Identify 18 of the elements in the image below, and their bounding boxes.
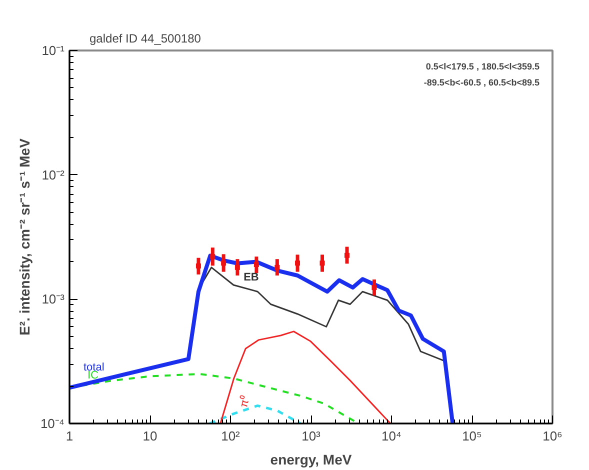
x-tick-label: 10⁵ [462,428,482,444]
y-tick-label: 10⁻¹ [42,43,66,58]
y-tick-label: 10⁻³ [42,292,66,307]
x-tick-label: 10² [221,428,241,444]
chart-title: galdef ID 44_500180 [90,32,202,46]
x-tick-label: 10⁶ [542,428,562,444]
x-axis-title: energy, MeV [270,452,352,468]
annotation: 0.5<l<179.5 , 180.5<l<359.5 [426,62,540,72]
series-label: EB [244,272,259,284]
x-tick-label: 10³ [302,428,322,444]
annotation: -89.5<b<-60.5 , 60.5<b<89.5 [424,78,540,88]
y-tick-label: 10⁻⁴ [40,416,64,431]
x-tick-label: 10 [142,428,158,444]
x-tick-label: 10⁴ [381,428,402,444]
y-tick-label: 10⁻² [42,167,66,182]
text: π⁰ [237,394,252,409]
x-tick-label: 1 [66,428,74,444]
y-axis-title: E². intensity, cm⁻² sr⁻¹ s⁻¹ MeV [16,138,32,336]
